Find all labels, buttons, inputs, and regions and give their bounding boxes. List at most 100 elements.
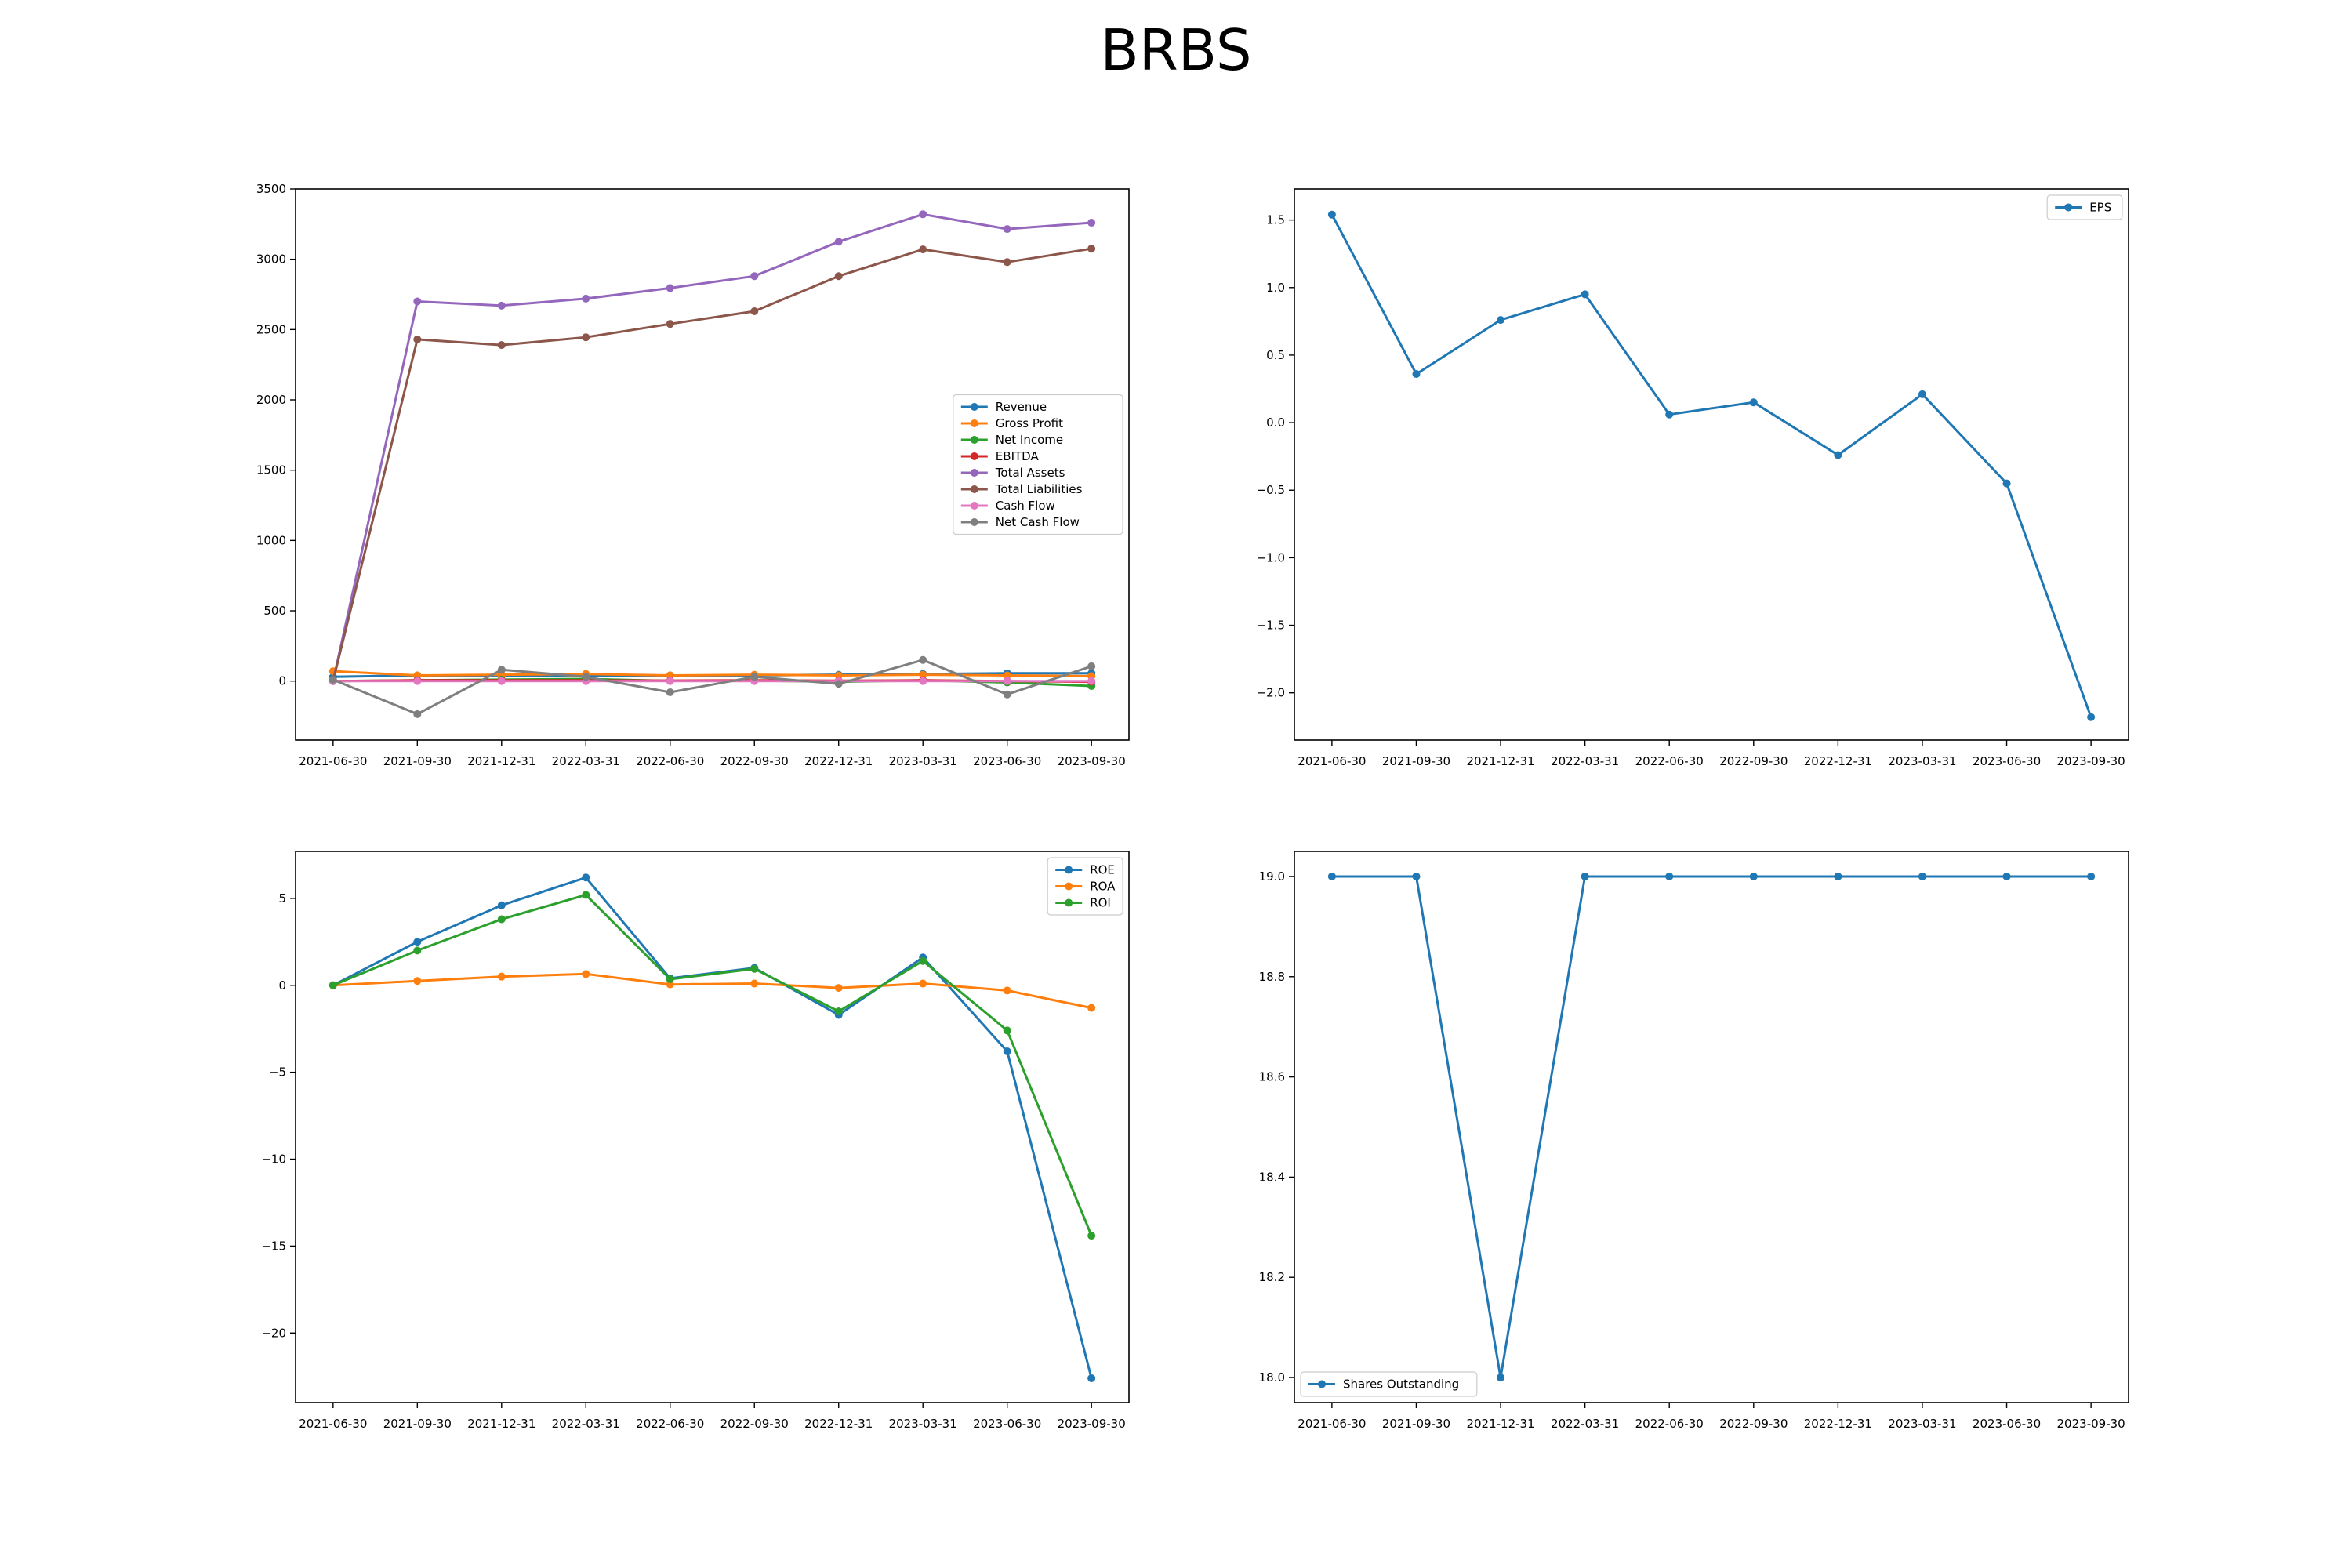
data-point [413,938,422,946]
data-point [1665,872,1674,880]
data-point [1087,245,1096,253]
legend-entry: Total Liabilities [960,482,1083,496]
data-point [2087,713,2096,721]
data-point [750,979,759,988]
x-tick-label: 2022-06-30 [1635,754,1704,768]
data-point [666,975,674,983]
data-point [1497,1374,1505,1382]
y-tick-label: 3500 [256,182,286,196]
data-point [1003,690,1011,699]
series-line [332,670,1092,677]
data-point [497,972,506,981]
y-tick-label: 1.0 [1266,281,1285,295]
x-tick-label: 2021-09-30 [383,754,452,768]
legend-label: Cash Flow [996,499,1055,513]
legend-entry: Net Income [960,433,1063,447]
data-point [1003,1026,1011,1035]
data-point [919,210,927,219]
data-point [919,655,927,664]
y-tick-label: 18.2 [1259,1270,1285,1284]
data-point [1327,872,1336,880]
legend-marker [970,452,978,460]
x-tick-label: 2023-03-31 [1888,1417,1956,1431]
y-tick-label: 0 [278,978,286,993]
data-point [919,677,927,685]
data-point [582,294,590,303]
legend-marker [1065,882,1073,891]
x-tick-label: 2021-12-31 [467,1417,535,1431]
x-tick-label: 2021-09-30 [383,1417,452,1431]
data-point [1834,451,1842,459]
data-point [2002,479,2011,488]
legend-entry: EBITDA [960,449,1040,463]
data-point [834,272,843,281]
x-tick-label: 2023-06-30 [973,754,1041,768]
y-tick-label: −1.5 [1257,619,1285,633]
legend-entry: Total Assets [960,466,1065,480]
x-tick-label: 2021-06-30 [299,1417,367,1431]
legend-label: Revenue [996,400,1047,414]
x-tick-label: 2023-03-31 [1888,754,1956,768]
x-tick-label: 2021-09-30 [1382,1417,1450,1431]
data-point [497,341,506,350]
data-point [2002,872,2011,880]
legend-label: EBITDA [996,449,1040,463]
data-point [413,335,422,343]
x-tick-label: 2021-06-30 [299,754,367,768]
legend-marker [1318,1380,1326,1388]
axes-frame [1294,851,2129,1403]
legend-label: Total Liabilities [995,482,1083,496]
data-point [919,956,927,965]
data-point [1087,219,1096,227]
x-tick-label: 2023-06-30 [1973,1417,2041,1431]
data-point [1497,316,1505,325]
y-tick-label: 2500 [256,322,286,336]
y-tick-label: −0.5 [1257,483,1285,497]
x-tick-label: 2022-12-31 [804,754,873,768]
x-tick-label: 2023-06-30 [973,1417,1041,1431]
data-point [919,245,927,254]
x-tick-label: 2023-06-30 [1973,754,2041,768]
x-tick-label: 2022-06-30 [1635,1417,1704,1431]
series-shares-outstanding [1327,872,2096,1382]
data-point [497,901,506,909]
legend-label: Net Cash Flow [996,515,1080,529]
subplot-2: 2021-06-30 2021-09-30 2021-12-31 2022-03-31… [1257,188,2129,768]
x-tick-label: 2021-12-31 [467,754,535,768]
series-line [332,876,1093,1379]
x-tick-label: 2021-12-31 [1466,1417,1534,1431]
subplot-4: 2021-06-30 2021-09-30 2021-12-31 2022-03-31… [1259,851,2129,1431]
data-point [666,284,674,292]
y-tick-label: 18.8 [1259,970,1285,984]
data-point [1087,1232,1096,1240]
y-tick-label: −10 [261,1152,286,1167]
legend-marker [970,518,978,526]
series-line [332,893,1093,1236]
legend-entry: ROA [1055,880,1116,894]
data-point [1665,410,1674,419]
legend-marker [1065,898,1073,907]
legend-entry: EPS [2055,201,2111,215]
data-point [1327,210,1336,219]
y-tick-label: 18.4 [1259,1170,1285,1184]
legend-label: EPS [2089,201,2111,215]
y-tick-label: 1000 [256,533,286,547]
data-point [750,673,759,681]
legend-label: ROA [1090,880,1116,894]
legend-entry: Gross Profit [960,416,1063,430]
y-tick-label: 2000 [256,393,286,407]
legend-label: Shares Outstanding [1343,1377,1459,1392]
x-tick-label: 2021-09-30 [1382,754,1450,768]
data-point [1581,290,1589,299]
y-tick-label: −15 [261,1239,286,1253]
axes-frame [1294,188,2129,741]
y-tick-label: 1500 [256,463,286,477]
x-tick-label: 2023-09-30 [1058,1417,1126,1431]
data-point [328,981,337,989]
x-tick-label: 2022-06-30 [636,754,704,768]
legend-box [953,394,1123,535]
data-point [750,307,759,316]
data-point [1087,1004,1096,1012]
y-tick-label: −5 [269,1065,286,1080]
legend-marker [970,469,978,477]
